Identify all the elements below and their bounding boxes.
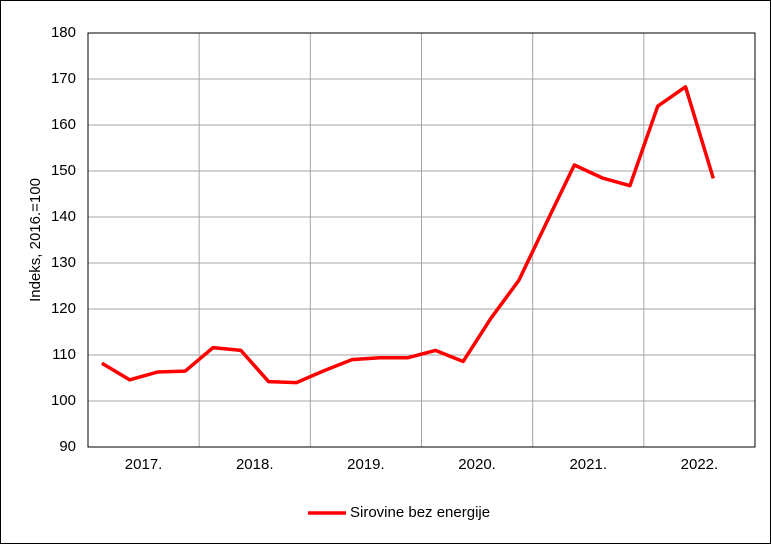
y-tick-label: 130	[51, 254, 76, 271]
x-tick-label: 2022.	[681, 456, 719, 473]
y-tick-label: 140	[51, 208, 76, 225]
y-tick-label: 90	[59, 438, 76, 455]
y-axis-label: Indeks, 2016.=100	[27, 178, 44, 302]
y-tick-label: 110	[52, 346, 76, 363]
y-tick-label: 150	[51, 162, 76, 179]
x-tick-label: 2019.	[347, 456, 385, 473]
y-tick-label: 100	[51, 392, 76, 409]
y-tick-label: 160	[51, 116, 76, 133]
x-tick-label: 2017.	[125, 456, 163, 473]
y-tick-label: 170	[51, 70, 76, 87]
x-tick-label: 2021.	[569, 456, 607, 473]
legend-label: Sirovine bez energije	[350, 504, 490, 521]
plot-border	[87, 32, 756, 448]
series-line	[101, 85, 715, 385]
x-tick-label: 2020.	[458, 456, 496, 473]
x-tick-label: 2018.	[236, 456, 274, 473]
y-tick-label: 120	[51, 300, 76, 317]
y-tick-label: 180	[51, 24, 76, 41]
